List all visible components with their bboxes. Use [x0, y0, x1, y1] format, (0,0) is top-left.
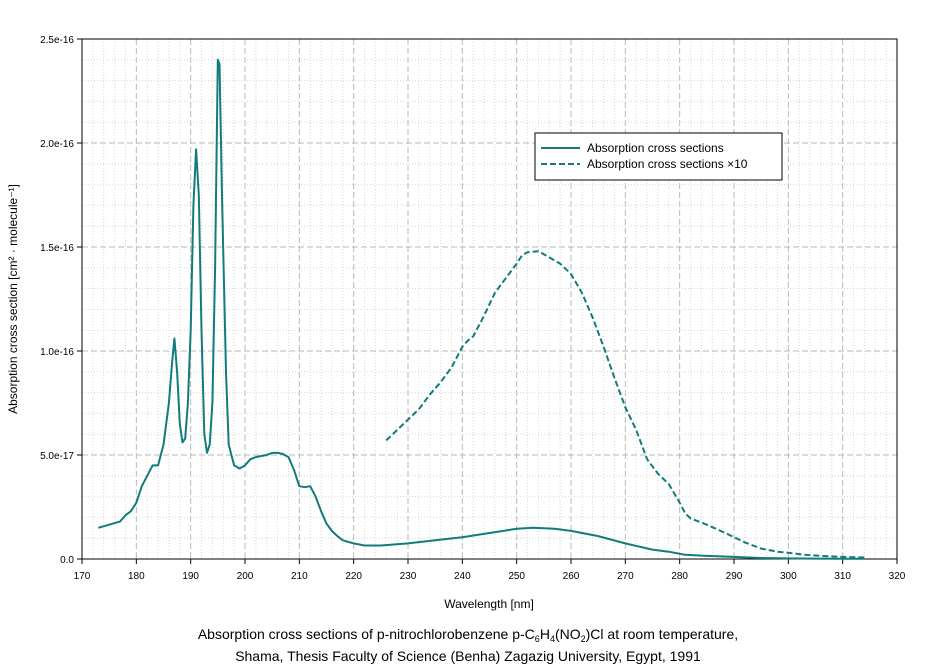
legend: Absorption cross sections Absorption cro…: [534, 132, 783, 181]
series-layer: [98, 58, 865, 560]
y-tick-label: 1.5e-16: [40, 243, 74, 254]
x-tick-label: 210: [291, 571, 308, 582]
x-tick-label: 300: [780, 571, 797, 582]
y-axis: 0.0 5.0e-17 1.0e-16 1.5e-16 2.0e-16 2.5e-16: [40, 35, 82, 566]
y-tick-label: 2.0e-16: [40, 139, 74, 150]
legend-box: [534, 132, 783, 181]
y-tick-label: 5.0e-17: [40, 451, 74, 462]
x-tick-label: 320: [889, 571, 906, 582]
figure-caption-line-2: Shama, Thesis Faculty of Science (Benha)…: [235, 648, 701, 664]
x-tick-label: 190: [182, 571, 199, 582]
series-line-absorption: [98, 58, 865, 560]
x-tick-label: 260: [563, 571, 580, 582]
chart-canvas: 170 180 190 200 210 220 230 240 250 260 270 280 290 3…: [6, 35, 906, 611]
x-tick-label: 270: [617, 571, 634, 582]
x-tick-label: 310: [834, 571, 851, 582]
y-tick-label: 0.0: [60, 555, 74, 566]
x-tick-label: 290: [726, 571, 743, 582]
x-tick-label: 180: [128, 571, 145, 582]
x-axis-title: Wavelength [nm]: [444, 597, 534, 611]
x-tick-label: 170: [74, 571, 91, 582]
y-axis-title: Absorption cross section [cm² · molecule…: [6, 184, 20, 414]
x-axis: 170 180 190 200 210 220 230 240 250 260 270 280 290 3…: [74, 559, 906, 582]
grid: [82, 38, 897, 559]
legend-label-dashed: Absorption cross sections ×10: [587, 157, 748, 171]
plot-frame: [81, 38, 898, 560]
figure-caption-line-1: Absorption cross sections of p-nitrochlo…: [197, 626, 739, 644]
x-tick-label: 200: [237, 571, 254, 582]
x-tick-label: 280: [671, 571, 688, 582]
x-tick-label: 230: [400, 571, 417, 582]
x-tick-label: 250: [508, 571, 525, 582]
y-tick-label: 1.0e-16: [40, 347, 74, 358]
x-tick-label: 240: [454, 571, 471, 582]
legend-label-solid: Absorption cross sections: [587, 141, 724, 155]
y-tick-label: 2.5e-16: [40, 35, 74, 46]
series-line-x10: [385, 250, 865, 559]
x-tick-label: 220: [345, 571, 362, 582]
